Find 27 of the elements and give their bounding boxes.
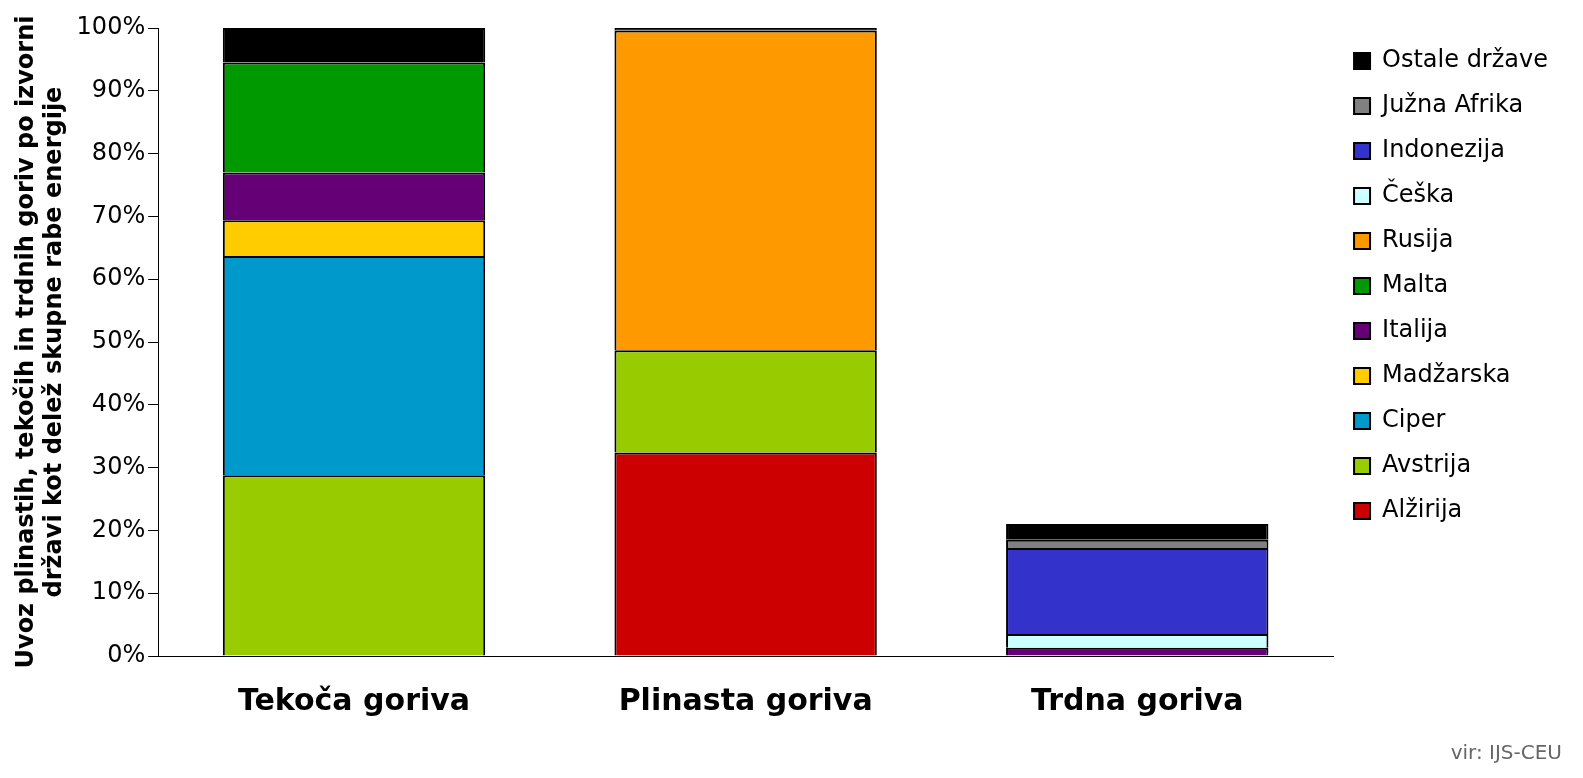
y-tick-label: 30% [91,451,146,480]
legend-label: Češka [1382,178,1455,209]
y-tick-label: 10% [91,577,146,606]
y-tick-label: 100% [76,12,146,41]
legend-label: Ciper [1382,405,1446,434]
x-tick-label: Plinasta goriva [618,681,873,717]
y-tick-label: 90% [91,75,146,104]
y-tick-label: 70% [91,200,146,229]
y-tick-label: 50% [91,326,146,355]
y-tick-label: 60% [91,263,146,292]
text: vir: IJS-CEU [1450,740,1562,765]
legend-label: Indonezija [1382,135,1505,164]
y-tick-label: 0% [107,640,146,669]
legend-label: Avstrija [1382,450,1472,479]
y-tick-label: 20% [91,514,146,543]
x-tick-label: Trdna goriva [1031,681,1244,717]
y-tick-label: 40% [91,389,146,418]
legend-label: Italija [1382,315,1448,344]
y-tick-label: 80% [91,137,146,166]
legend-label: Ostale države [1382,45,1548,74]
legend-label: Malta [1382,270,1449,299]
legend-label: Rusija [1382,225,1454,254]
legend-label: Madžarska [1382,360,1511,389]
legend-label: Alžirija [1382,495,1463,524]
y-axis-title: Uvoz plinastih, tekočih in trdnih goriv po izvorni državi kot delež skupne rabe energije [10,15,68,669]
x-tick-label: Tekoča goriva [238,681,471,717]
legend-label: Južna Afrika [1380,90,1524,119]
